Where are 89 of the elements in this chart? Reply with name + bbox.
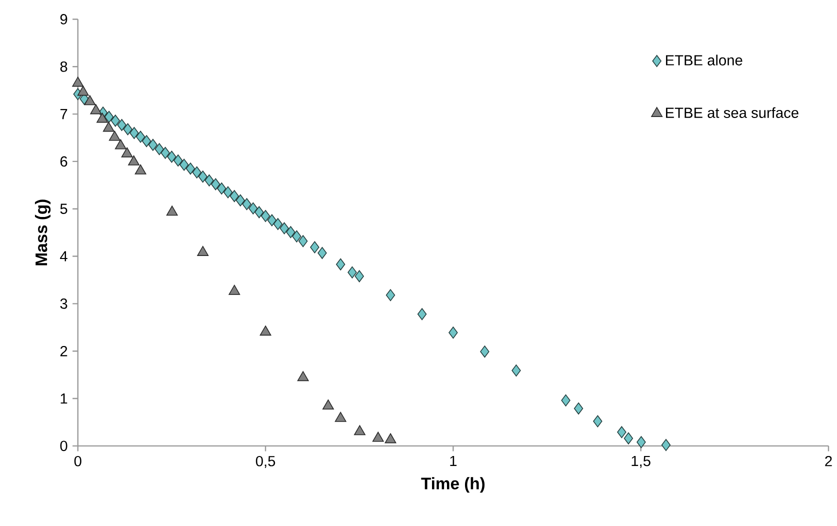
point (260, 326, 272, 336)
y-tick-label: 6 (60, 156, 68, 167)
point (136, 130, 146, 143)
point (273, 218, 282, 230)
y-tick-label: 1 (60, 393, 68, 404)
point (148, 138, 158, 151)
x-axis-title: Time (h) (421, 477, 485, 493)
point (110, 114, 120, 127)
point (186, 162, 196, 175)
point (574, 402, 584, 414)
point (336, 258, 346, 270)
point (661, 438, 671, 451)
point (292, 230, 302, 242)
point (297, 371, 309, 382)
point (617, 426, 626, 438)
point (334, 412, 346, 422)
x-tick-label: 0,5 (256, 456, 276, 468)
point (260, 210, 270, 222)
point (417, 308, 427, 320)
point (84, 95, 96, 106)
legend-label: ETBE alone (666, 54, 742, 66)
y-tick-label: 0 (60, 440, 68, 452)
point (318, 246, 327, 259)
point (448, 326, 458, 339)
point (198, 170, 208, 183)
point (128, 155, 140, 166)
point (254, 206, 264, 218)
point (173, 154, 183, 166)
point (384, 433, 396, 444)
point (90, 104, 102, 114)
point (134, 164, 146, 174)
point (166, 206, 178, 216)
point (636, 436, 646, 448)
x-tick-label: 1 (450, 456, 457, 466)
point (160, 146, 170, 159)
point (624, 432, 634, 444)
point (223, 186, 233, 198)
point (512, 364, 521, 377)
y-tick-label: 7 (60, 109, 68, 120)
point (167, 150, 176, 163)
y-tick-label: 9 (60, 14, 68, 24)
point (179, 158, 189, 171)
point (102, 122, 114, 132)
point (72, 76, 84, 87)
point (96, 112, 108, 123)
legend-label: ETBE at sea surface (666, 107, 798, 118)
point (104, 110, 114, 123)
point (211, 178, 220, 190)
point (230, 190, 239, 202)
point (322, 400, 334, 410)
point (354, 270, 364, 282)
point (108, 130, 120, 141)
x-tick-label: 0 (74, 456, 82, 466)
y-tick-label: 4 (60, 251, 68, 262)
y-axis-title: Mass (g) (34, 200, 51, 266)
point (236, 194, 245, 206)
point (204, 174, 214, 186)
point (242, 198, 252, 210)
point (372, 432, 384, 442)
point (280, 222, 289, 234)
point (117, 118, 126, 131)
y-tick-label: 3 (60, 298, 68, 309)
point (228, 284, 240, 295)
point (354, 425, 366, 436)
point (142, 135, 152, 148)
x-tick-label: 1,5 (632, 456, 650, 468)
point (593, 415, 602, 428)
point (348, 266, 357, 278)
point (130, 127, 139, 139)
point (480, 346, 490, 358)
point (114, 139, 126, 150)
y-tick-label: 2 (60, 346, 68, 356)
point (154, 143, 164, 156)
point (267, 214, 276, 226)
y-tick-label: 5 (60, 204, 68, 214)
point (248, 202, 258, 214)
point (386, 289, 396, 302)
point (286, 226, 296, 238)
x-tick-label: 2 (825, 456, 832, 466)
point (192, 166, 202, 178)
point (298, 235, 308, 248)
point (197, 246, 209, 256)
y-tick-label: 8 (60, 61, 68, 72)
point (561, 394, 570, 406)
point (217, 182, 226, 194)
point (123, 123, 132, 136)
point (77, 86, 89, 96)
point (310, 241, 320, 254)
point (121, 147, 133, 158)
